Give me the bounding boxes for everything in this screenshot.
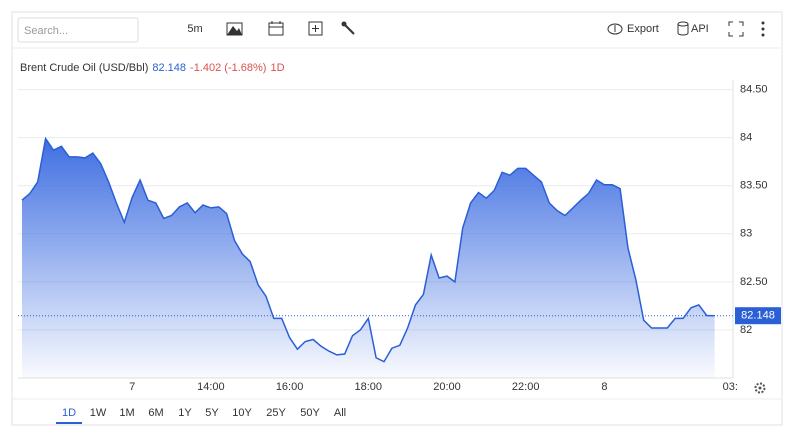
range-button[interactable]: 1D <box>62 407 76 419</box>
interval-button[interactable]: 5m <box>187 23 202 35</box>
price-change: -1.402 (-1.68%) <box>190 62 266 74</box>
y-tick-label: 83.50 <box>740 180 768 192</box>
x-tick-label: 7 <box>129 381 135 393</box>
calendar-icon[interactable] <box>268 21 284 36</box>
area-fill <box>22 138 715 378</box>
series-name: Brent Crude Oil (USD/Bbl) <box>20 62 148 74</box>
export-icon[interactable] <box>607 23 623 35</box>
range-button[interactable]: 1Y <box>178 407 192 419</box>
x-tick-label: 18:00 <box>355 381 383 393</box>
y-tick-label: 84.50 <box>740 84 768 96</box>
api-icon[interactable] <box>677 21 689 36</box>
y-tick-label: 82 <box>740 324 752 336</box>
range-button[interactable]: 1W <box>90 407 107 419</box>
range-button[interactable]: 6M <box>148 407 163 419</box>
range-button[interactable]: 1M <box>119 407 134 419</box>
tools-icon[interactable] <box>341 21 355 35</box>
x-tick-label: 16:00 <box>276 381 304 393</box>
fullscreen-icon[interactable] <box>728 21 744 37</box>
menu-icon[interactable] <box>761 21 765 37</box>
y-tick-label: 83 <box>740 228 752 240</box>
range-button[interactable]: 5Y <box>205 407 219 419</box>
x-tick-label: 8 <box>601 381 607 393</box>
x-tick-label: 03: <box>723 381 738 393</box>
x-tick-label: 14:00 <box>197 381 225 393</box>
search-placeholder: Search... <box>24 25 68 37</box>
search-box[interactable] <box>17 17 139 43</box>
chart-type-icon[interactable] <box>226 22 243 36</box>
x-tick-label: 20:00 <box>433 381 461 393</box>
last-price-label: 82.148 <box>741 310 775 322</box>
x-tick-label: 22:00 <box>512 381 540 393</box>
range-button[interactable]: 50Y <box>300 407 320 419</box>
range-button[interactable]: 10Y <box>232 407 252 419</box>
export-button[interactable]: Export <box>627 23 659 35</box>
range-button[interactable]: 25Y <box>266 407 286 419</box>
y-tick-label: 84 <box>740 132 752 144</box>
last-price: 82.148 <box>152 62 186 74</box>
period: 1D <box>270 62 284 74</box>
last-price-badge <box>735 307 781 325</box>
y-tick-label: 82.50 <box>740 276 768 288</box>
price-line <box>21 136 715 363</box>
api-button[interactable]: API <box>691 23 709 35</box>
range-button[interactable]: All <box>334 407 346 419</box>
settings-icon[interactable] <box>754 382 766 394</box>
add-indicator-icon[interactable] <box>308 21 323 36</box>
